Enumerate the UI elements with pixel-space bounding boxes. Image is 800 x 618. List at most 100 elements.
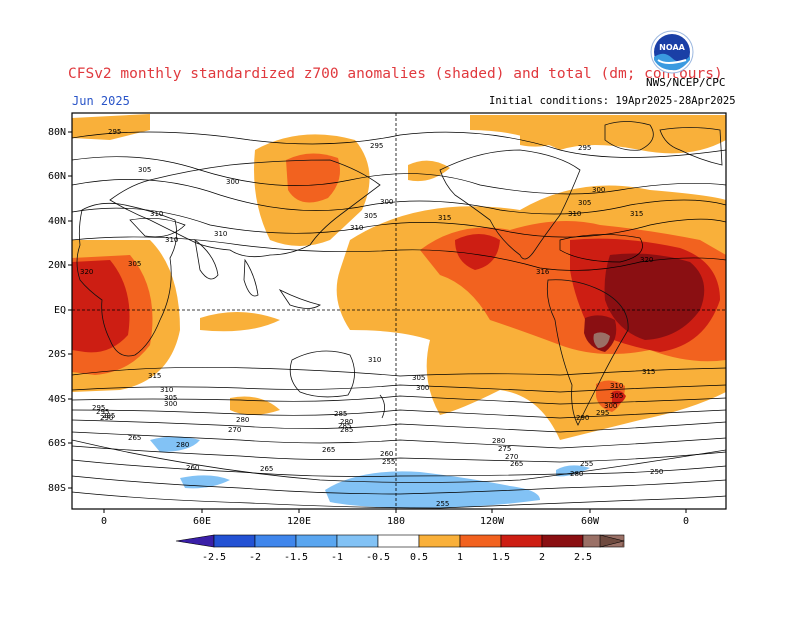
forecast-month: Jun 2025 <box>72 94 130 108</box>
contour-label: 265 <box>322 446 335 454</box>
colorbar-tick: 2 <box>539 552 545 563</box>
lon-label: 120W <box>480 516 505 527</box>
contour-label: 310 <box>568 210 581 218</box>
contour-label: 285 <box>338 422 351 430</box>
contour-label: 305 <box>610 392 623 400</box>
contour-label: 320 <box>640 256 653 264</box>
contour-label: 305 <box>412 374 425 382</box>
colorbar-segment <box>500 534 543 548</box>
initial-conditions: Initial conditions: 19Apr2025-28Apr2025 <box>489 95 736 107</box>
latitude-axis: 80N 60N 40N 20N EQ 20S 40S 60S 80S <box>48 127 72 494</box>
colorbar-high-arrow <box>599 534 625 548</box>
anomaly-shading-negative <box>150 436 590 508</box>
contour-label: 305 <box>578 199 591 207</box>
colorbar-segment <box>418 534 461 548</box>
colorbar-tick: -1 <box>331 552 343 563</box>
contour-label: 280 <box>236 416 249 424</box>
contour-label: 290 <box>100 414 113 422</box>
contour-labels: 295 295 295 305 300 310 310 310 305 310 … <box>80 128 663 508</box>
colorbar-segment <box>336 534 379 548</box>
colorbar-tick: -2 <box>249 552 261 563</box>
lat-label: 80S <box>48 483 66 494</box>
contour-label: 300 <box>164 400 177 408</box>
contour-label: 310 <box>150 210 163 218</box>
contour-label: 270 <box>505 453 518 461</box>
colorbar-tick: 1 <box>457 552 463 563</box>
lat-label: 40S <box>48 394 66 405</box>
contour-label: 270 <box>228 426 241 434</box>
contour-label: 255 <box>382 458 395 466</box>
colorbar: -2.5 -2 -1.5 -1 -0.5 0.5 1 1.5 2 2.5 <box>175 534 625 563</box>
colorbar-tick: 2.5 <box>574 552 592 563</box>
colorbar-low-arrow <box>175 534 215 548</box>
contour-label: 310 <box>350 224 363 232</box>
contour-label: 310 <box>610 382 623 390</box>
contour-label: 320 <box>80 268 93 276</box>
coastlines <box>72 121 726 483</box>
colorbar-tick: -0.5 <box>366 552 390 563</box>
noaa-logo-text: NOAA <box>659 43 685 52</box>
contour-lines <box>72 131 726 509</box>
lat-label: 40N <box>48 216 66 227</box>
contour-label: 255 <box>580 460 593 468</box>
colorbar-tick: 0.5 <box>410 552 428 563</box>
contour-label: 305 <box>138 166 151 174</box>
contour-label: 295 <box>96 408 109 416</box>
contour-label: 316 <box>536 268 550 276</box>
lat-label: 60S <box>48 438 66 449</box>
noaa-logo: NOAA <box>650 30 694 74</box>
anomaly-shading-extreme <box>593 332 610 348</box>
lat-label: 60N <box>48 171 66 182</box>
contour-label: 260 <box>380 450 393 458</box>
colorbar-segment <box>295 534 338 548</box>
contour-label: 300 <box>592 186 605 194</box>
colorbar-segment <box>459 534 502 548</box>
lat-label: 80N <box>48 127 66 138</box>
contour-label: 295 <box>108 128 121 136</box>
contour-label: 250 <box>650 468 663 476</box>
contour-label: 300 <box>226 178 239 186</box>
contour-label: 295 <box>596 409 609 417</box>
colorbar-tick: 1.5 <box>492 552 510 563</box>
chart-title: CFSv2 monthly standardized z700 anomalie… <box>68 66 723 82</box>
lat-label: 20S <box>48 349 66 360</box>
contour-label: 265 <box>510 460 523 468</box>
longitude-axis: 0 60E 120E 180 120W 60W 0 <box>101 509 689 527</box>
contour-label: 315 <box>642 368 655 376</box>
contour-label: 300 <box>380 198 393 206</box>
colorbar-segment <box>254 534 297 548</box>
colorbar-segment <box>377 534 420 548</box>
lat-label: 20N <box>48 260 66 271</box>
contour-label: 290 <box>576 414 589 422</box>
contour-label: 280 <box>492 437 505 445</box>
lat-label: EQ <box>54 305 66 316</box>
contour-label: 295 <box>92 404 105 412</box>
contour-label: 305 <box>364 212 377 220</box>
contour-label: 285 <box>102 412 115 420</box>
agency-label: NWS/NCEP/CPC <box>646 76 726 89</box>
contour-label: 310 <box>214 230 227 238</box>
contour-label: 295 <box>578 144 591 152</box>
contour-label: 260 <box>186 464 199 472</box>
contour-label: 300 <box>604 402 617 410</box>
lon-label: 180 <box>387 516 405 527</box>
contour-label: 310 <box>368 356 381 364</box>
contour-label: 285 <box>334 410 347 418</box>
lon-label: 120E <box>287 516 311 527</box>
contour-label: 310 <box>165 236 178 244</box>
contour-label: 280 <box>340 418 353 426</box>
contour-label: 315 <box>438 214 451 222</box>
contour-label: 280 <box>570 470 583 478</box>
lon-label: 60W <box>581 516 600 527</box>
contour-label: 265 <box>260 465 273 473</box>
lon-label: 0 <box>101 516 107 527</box>
contour-label: 265 <box>128 434 141 442</box>
lon-label: 0 <box>683 516 689 527</box>
contour-label: 280 <box>176 441 189 449</box>
contour-label: 315 <box>148 372 161 380</box>
map-frame <box>71 112 727 510</box>
contour-label: 315 <box>630 210 643 218</box>
contour-label: 275 <box>498 445 511 453</box>
colorbar-segment <box>213 534 256 548</box>
